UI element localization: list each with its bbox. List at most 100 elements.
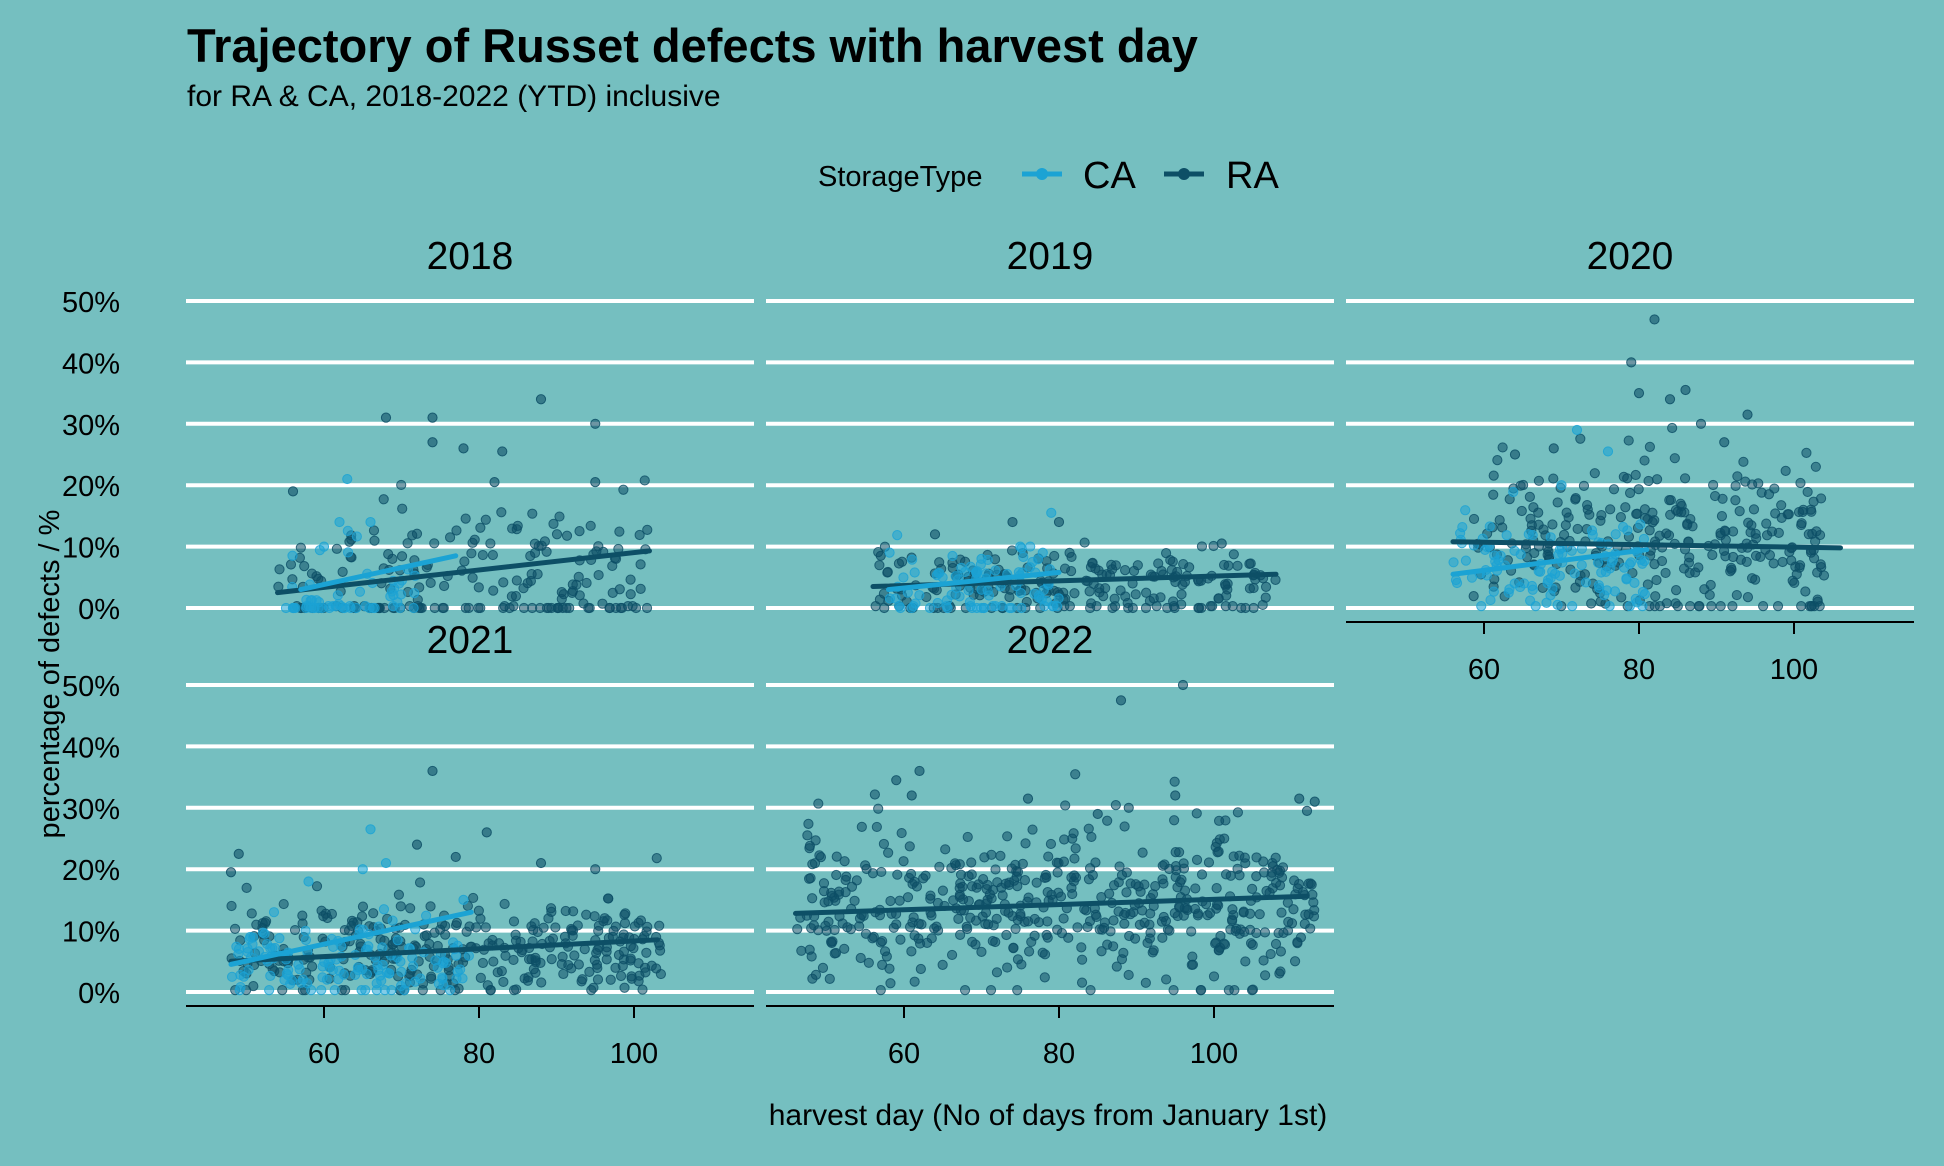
data-point: [1211, 883, 1222, 894]
data-point: [473, 905, 484, 916]
data-point: [1569, 568, 1580, 579]
data-point: [1720, 534, 1731, 546]
data-point: [1001, 929, 1012, 941]
data-point: [277, 985, 288, 996]
data-point: [1644, 525, 1655, 536]
data-point: [1595, 515, 1606, 526]
data-point: [1468, 590, 1479, 602]
data-point: [976, 946, 987, 957]
data-point: [1218, 559, 1230, 571]
data-point: [831, 851, 842, 862]
data-point: [1118, 947, 1129, 958]
data-point: [883, 847, 894, 858]
data-point: [1276, 907, 1287, 918]
data-point: [1633, 484, 1644, 495]
data-point: [1488, 470, 1499, 481]
data-point: [804, 843, 815, 854]
data-point: [817, 962, 829, 974]
data-point: [585, 520, 596, 531]
data-point: [1018, 551, 1029, 563]
data-point: [1604, 601, 1615, 612]
data-point: [396, 551, 408, 562]
data-point: [543, 602, 554, 614]
data-point: [1450, 574, 1462, 586]
data-point: [934, 861, 945, 872]
data-point: [387, 553, 398, 565]
data-point: [1084, 916, 1096, 927]
data-point: [1529, 547, 1540, 559]
data-point: [512, 520, 523, 531]
data-point: [550, 922, 561, 933]
data-point: [1777, 556, 1788, 568]
data-point: [1049, 550, 1060, 562]
data-point: [1542, 549, 1553, 560]
data-point: [1251, 871, 1262, 882]
data-point: [937, 959, 948, 970]
data-point: [1007, 911, 1018, 922]
data-point: [468, 892, 479, 904]
facet-panel-2020: 2020 60 80 100: [1346, 235, 1914, 686]
data-point: [1808, 496, 1819, 507]
data-point: [906, 790, 917, 801]
data-point: [1178, 910, 1189, 921]
chart-subtitle: for RA & CA, 2018-2022 (YTD) inclusive: [187, 80, 721, 113]
trend-line-ra: [1450, 539, 1843, 551]
data-point: [1554, 570, 1565, 581]
data-point: [552, 602, 563, 614]
data-point: [955, 929, 966, 940]
data-point: [241, 882, 252, 893]
data-point: [546, 906, 557, 918]
data-point: [1227, 601, 1238, 612]
data-point: [444, 532, 456, 543]
data-point: [1671, 585, 1682, 596]
data-point: [915, 963, 926, 975]
data-point: [1031, 877, 1042, 888]
data-point: [303, 876, 314, 887]
data-point: [1043, 851, 1054, 862]
data-point: [1148, 945, 1159, 956]
data-point: [1208, 971, 1220, 982]
data-point: [1016, 602, 1027, 614]
data-point: [1174, 847, 1185, 858]
data-point: [839, 856, 850, 867]
data-point: [1119, 918, 1130, 929]
data-point: [1679, 473, 1691, 484]
data-point: [1140, 977, 1151, 988]
data-point: [1601, 585, 1613, 596]
y-tick-label: 40%: [62, 732, 120, 764]
data-point: [871, 821, 882, 833]
y-tick-label: 0%: [78, 978, 120, 1010]
data-point: [616, 602, 628, 614]
data-point: [1259, 927, 1271, 938]
data-point: [854, 921, 865, 932]
data-point: [991, 967, 1003, 978]
data-point: [297, 910, 308, 921]
data-point: [427, 412, 438, 423]
data-point: [1515, 549, 1526, 560]
data-point: [504, 602, 515, 614]
data-point: [1683, 557, 1695, 568]
data-point: [589, 955, 600, 966]
data-point: [380, 412, 392, 423]
data-point: [963, 585, 974, 596]
data-point: [1669, 453, 1680, 464]
data-point: [932, 597, 943, 609]
data-point: [485, 538, 496, 549]
data-point: [364, 602, 375, 614]
data-point: [506, 591, 517, 602]
data-point: [1260, 970, 1271, 981]
data-point: [426, 973, 437, 984]
data-point: [1045, 838, 1057, 850]
data-point: [1102, 939, 1113, 950]
data-point: [615, 970, 627, 982]
data-point: [1566, 545, 1577, 556]
data-point: [1228, 549, 1239, 560]
data-point: [1602, 446, 1614, 457]
data-point: [1490, 556, 1501, 567]
data-point: [1631, 508, 1642, 520]
data-point: [1196, 541, 1208, 552]
data-point: [1110, 799, 1121, 811]
data-point: [1010, 923, 1021, 935]
y-tick-label: 30%: [62, 410, 120, 442]
data-point: [536, 977, 547, 988]
